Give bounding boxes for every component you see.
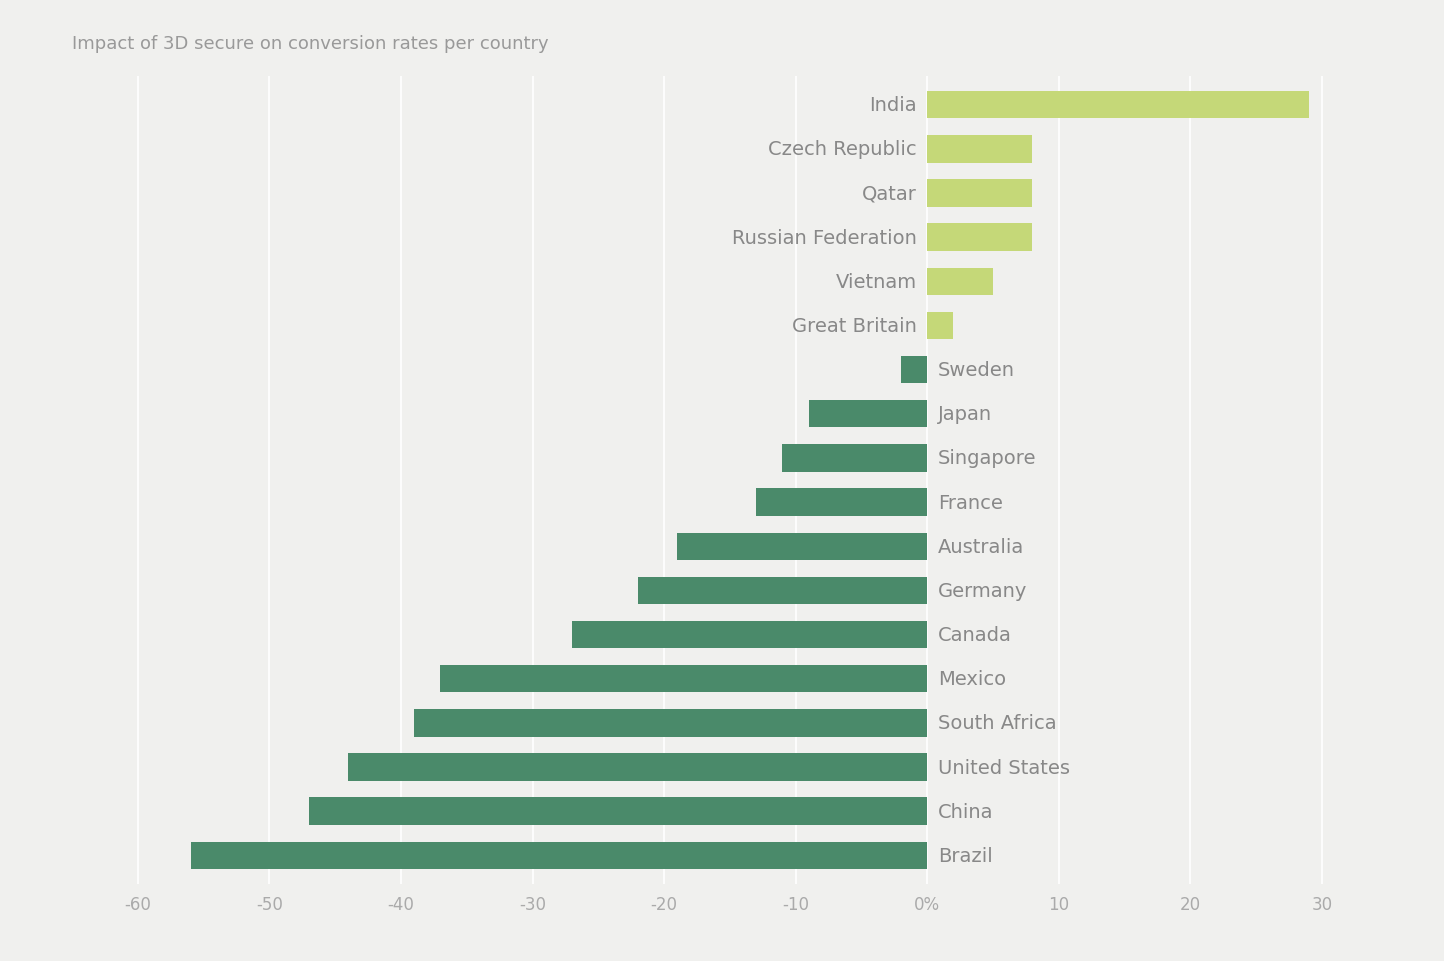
Bar xyxy=(638,578,927,604)
Text: France: France xyxy=(937,493,1002,512)
Text: Australia: Australia xyxy=(937,537,1024,556)
Text: Qatar: Qatar xyxy=(862,185,917,204)
Bar xyxy=(783,445,927,472)
Text: Singapore: Singapore xyxy=(937,449,1037,468)
Bar xyxy=(927,312,953,340)
Text: Brazil: Brazil xyxy=(937,846,992,865)
Text: United States: United States xyxy=(937,757,1070,776)
Text: Russian Federation: Russian Federation xyxy=(732,229,917,247)
Bar xyxy=(927,92,1308,119)
Bar xyxy=(927,224,1032,252)
Text: Great Britain: Great Britain xyxy=(791,316,917,335)
Text: Sweden: Sweden xyxy=(937,360,1015,380)
Bar xyxy=(414,709,927,737)
Bar xyxy=(901,357,927,383)
Text: Japan: Japan xyxy=(937,405,992,424)
Bar xyxy=(927,268,993,296)
Bar xyxy=(757,489,927,516)
Bar xyxy=(572,621,927,649)
Bar xyxy=(309,798,927,825)
Bar xyxy=(191,842,927,869)
Text: India: India xyxy=(869,96,917,115)
Text: Canada: Canada xyxy=(937,626,1012,645)
Bar xyxy=(348,753,927,781)
Bar xyxy=(927,180,1032,208)
Text: China: China xyxy=(937,801,993,821)
Bar xyxy=(440,665,927,693)
Text: Germany: Germany xyxy=(937,581,1027,601)
Text: Mexico: Mexico xyxy=(937,670,1006,688)
Text: South Africa: South Africa xyxy=(937,714,1057,732)
Text: Impact of 3D secure on conversion rates per country: Impact of 3D secure on conversion rates … xyxy=(72,36,549,53)
Bar xyxy=(677,533,927,560)
Text: Czech Republic: Czech Republic xyxy=(768,140,917,160)
Bar xyxy=(927,136,1032,163)
Bar xyxy=(809,401,927,428)
Text: Vietnam: Vietnam xyxy=(836,273,917,291)
